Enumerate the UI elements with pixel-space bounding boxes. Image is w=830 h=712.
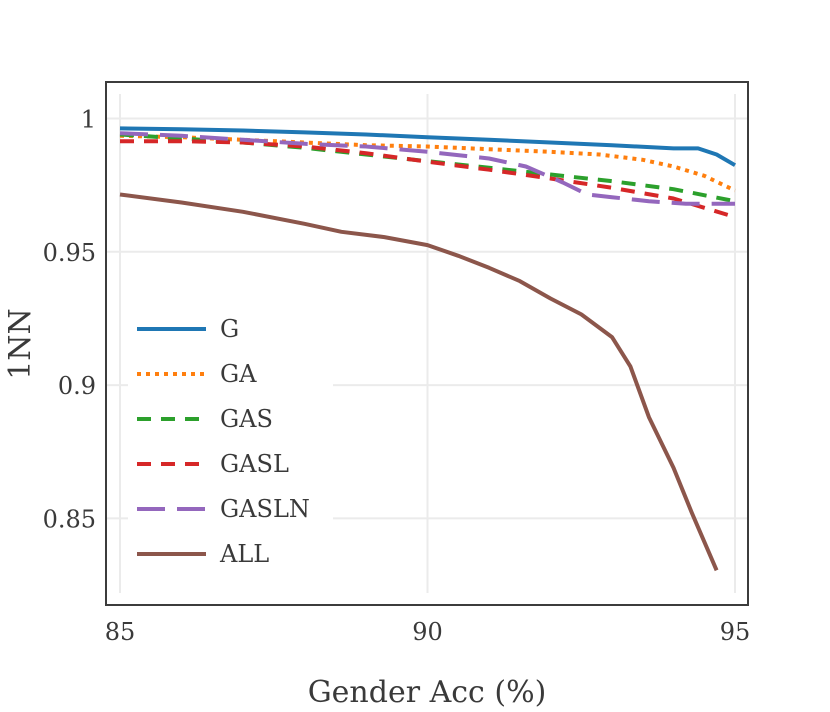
y-axis-label: 1NN xyxy=(3,308,38,380)
x-tick-label: 85 xyxy=(105,618,136,646)
y-tick-label: 0.9 xyxy=(58,372,96,400)
legend-box xyxy=(128,306,333,576)
legend-label-gasl: GASL xyxy=(220,450,289,478)
y-tick-label: 0.85 xyxy=(43,505,96,533)
y-tick-label: 1 xyxy=(81,106,96,134)
x-tick-label: 90 xyxy=(412,618,443,646)
legend-label-ga: GA xyxy=(220,360,257,388)
plot-frame xyxy=(105,81,749,606)
series-line-all xyxy=(119,192,719,572)
y-tick-labels: 0.85 0.9 0.95 1 xyxy=(43,106,96,534)
series-line-gasl xyxy=(120,139,736,220)
y-tick-label: 0.95 xyxy=(43,239,96,267)
series-line-g xyxy=(119,126,737,167)
legend-label-g: G xyxy=(220,315,239,343)
series-line-ga xyxy=(119,133,736,193)
x-tick-label: 95 xyxy=(720,618,751,646)
series-lines xyxy=(119,126,737,572)
legend-label-gasln: GASLN xyxy=(220,495,310,523)
legend: G GA GAS GASL GASLN ALL xyxy=(128,306,333,576)
legend-label-gas: GAS xyxy=(220,405,273,433)
x-axis-label: Gender Acc (%) xyxy=(308,675,547,710)
series-line-gasln xyxy=(119,131,735,206)
x-tick-labels: 85 90 95 xyxy=(105,618,751,646)
legend-label-all: ALL xyxy=(219,540,269,568)
